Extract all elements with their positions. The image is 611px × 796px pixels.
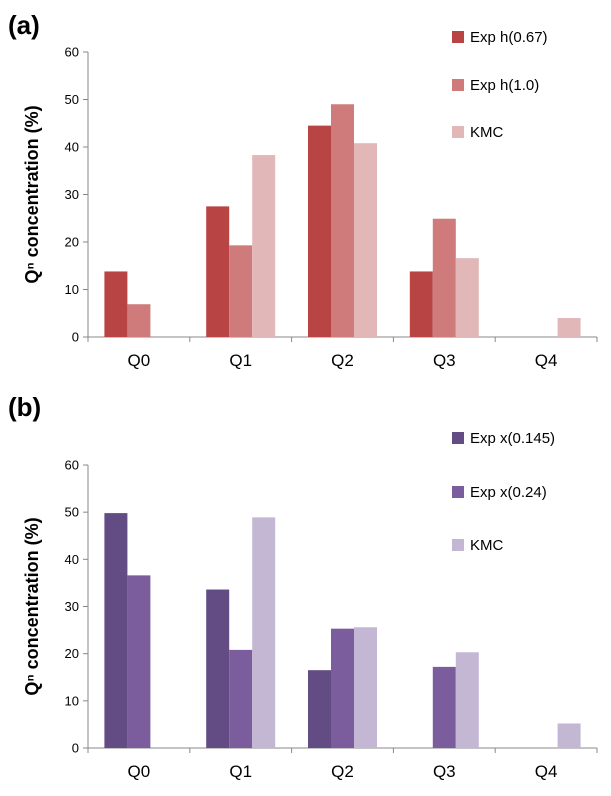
bar-q1-series-2 [252,517,276,748]
bar-q0-series-1 [127,304,151,337]
y-tick-label: 10 [65,693,79,708]
x-tick-label-q2: Q2 [331,762,354,781]
x-tick-label-q0: Q0 [128,351,151,370]
y-axis-label: Qⁿ concentration (%) [22,517,42,695]
y-tick-label: 60 [65,458,79,473]
y-tick-label: 50 [65,92,79,107]
bar-q3-series-1 [432,218,456,337]
y-tick-label: 0 [72,330,79,345]
legend-swatch-0 [452,31,464,43]
x-tick-label-q4: Q4 [535,762,558,781]
legend-label-1: Exp x(0.24) [470,484,547,501]
legend-swatch-2 [452,539,464,551]
y-tick-label: 40 [65,552,79,567]
bar-q3-series-2 [455,258,479,337]
y-tick-label: 10 [65,282,79,297]
bar-q0-series-0 [104,271,128,337]
y-tick-label: 50 [65,505,79,520]
bar-q1-series-0 [206,206,230,337]
bar-q3-series-2 [455,652,479,748]
y-axis-label: Qⁿ concentration (%) [22,105,42,283]
x-tick-label-q4: Q4 [535,351,558,370]
bar-q1-series-1 [229,245,253,337]
legend-label-0: Exp x(0.145) [470,430,555,447]
y-tick-label: 40 [65,140,79,155]
bar-q1-series-1 [229,649,253,748]
bar-q2-series-1 [331,104,354,337]
legend-swatch-1 [452,486,464,498]
bar-q3-series-0 [409,271,433,337]
bar-q4-series-2 [557,318,581,337]
bar-q2-series-2 [354,627,377,748]
bar-q2-series-0 [308,670,331,748]
legend-label-2: KMC [470,537,504,554]
bar-q3-series-1 [432,666,456,748]
legend-label-1: Exp h(1.0) [470,77,539,94]
x-tick-label-q3: Q3 [433,762,456,781]
y-tick-label: 20 [65,235,79,250]
y-tick-label: 30 [65,187,79,202]
legend-label-2: KMC [470,124,504,141]
bar-q2-series-1 [331,628,354,748]
panel-label: (a) [8,10,40,40]
x-tick-label-q1: Q1 [229,351,252,370]
y-tick-label: 20 [65,646,79,661]
legend-swatch-0 [452,432,464,444]
bar-q1-series-2 [252,155,276,337]
x-tick-label-q3: Q3 [433,351,456,370]
y-tick-label: 60 [65,45,79,60]
bar-q2-series-0 [308,125,331,337]
y-tick-label: 0 [72,741,79,756]
x-tick-label-q2: Q2 [331,351,354,370]
legend-swatch-1 [452,79,464,91]
bar-q0-series-0 [104,513,128,748]
legend-swatch-2 [452,126,464,138]
y-tick-label: 30 [65,599,79,614]
bar-q1-series-0 [206,589,230,748]
bar-q2-series-2 [354,143,377,337]
x-tick-label-q1: Q1 [229,762,252,781]
x-tick-label-q0: Q0 [128,762,151,781]
panel-label: (b) [8,392,41,422]
bar-q4-series-2 [557,723,581,748]
legend-label-0: Exp h(0.67) [470,29,548,46]
bar-q0-series-1 [127,575,151,748]
